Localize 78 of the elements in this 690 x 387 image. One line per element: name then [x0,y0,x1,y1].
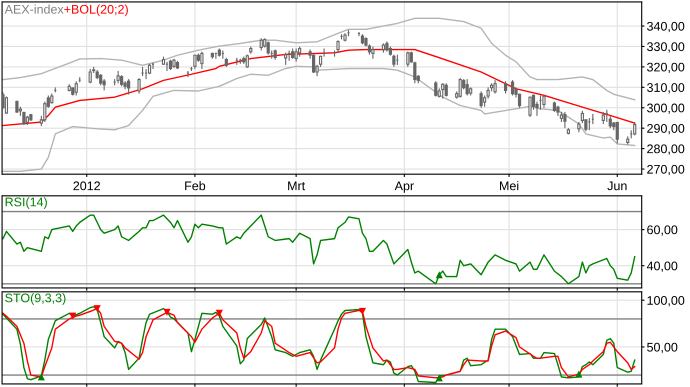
candlestick [382,42,386,54]
y-tick-label: 310,00 [647,83,684,94]
candlestick [274,48,277,60]
point [38,373,45,380]
line-series [2,214,636,284]
chart-title: RSI(14) [6,197,47,209]
candlestick [336,40,340,54]
y-tick-label: 330,00 [647,42,684,53]
point [575,370,582,378]
candlestick [294,48,298,62]
candlestick [458,78,462,98]
candlestick [127,78,130,96]
candlestick [528,96,532,118]
x-tick-label: Jun [607,182,627,190]
text: +BOL(20;2) [64,4,128,16]
candlestick [494,80,497,94]
x-tick-label: Mei [500,181,518,190]
candlestick [406,51,410,68]
x-tick-label: Mrt [288,182,306,190]
y-tick-label: 40,00 [646,262,678,272]
candlestick [137,78,141,94]
candlestick [616,122,619,144]
candlestick [371,46,375,60]
candlestick [510,80,514,96]
y-tick-label: 340,00 [647,22,684,32]
candlestick [246,54,249,68]
candlestick [26,115,29,126]
x-tick-label: Feb [185,181,206,190]
point [163,308,171,316]
y-tick-label: 320,00 [647,62,684,74]
y-tick-label: 100,00 [648,296,684,306]
candlestick [633,122,636,136]
point [94,305,101,312]
chart-title: AEX-index [4,4,64,14]
line-series [2,18,636,100]
candlestick [193,54,197,70]
candlestick [88,68,92,84]
y-tick-label: 270,00 [647,164,684,176]
candlestick [116,70,120,84]
y-tick-label: 290,00 [647,124,684,134]
y-tick-label: 300,00 [647,104,684,114]
candlestick [260,38,263,52]
candlestick [480,90,483,108]
candlestick [15,100,19,114]
candlestick [224,57,228,68]
candlestick [577,122,580,133]
candlestick [602,111,605,125]
point [358,308,366,315]
candlestick [120,74,124,87]
candlestick [291,48,294,60]
point [216,310,223,317]
candlestick [200,51,204,70]
candlestick [4,96,8,114]
candlestick [444,82,448,98]
candlestick [168,59,172,71]
candlestick [441,82,444,100]
y-tick-label: 60,00 [647,225,678,236]
candlestick [266,40,270,56]
x-tick-label: Apr [394,182,414,193]
candlestick [74,80,78,96]
candlestick [385,40,388,52]
point [436,374,443,382]
candlestick [360,34,364,45]
candlestick [466,78,469,96]
candlestick [504,80,508,94]
x-tick-label: 2012 [73,181,100,190]
point [69,312,76,320]
candlestick [148,63,152,75]
candlestick [434,80,438,98]
y-tick-label: 50,00 [647,342,678,354]
candlestick [284,52,288,66]
y-tick-label: 280,00 [647,144,684,155]
candlestick [50,92,54,104]
candlestick [552,101,556,112]
candlestick [172,58,176,68]
chart-title: STO(9,3,3) [5,293,66,305]
candlestick [542,94,546,108]
candlestick [563,111,567,129]
